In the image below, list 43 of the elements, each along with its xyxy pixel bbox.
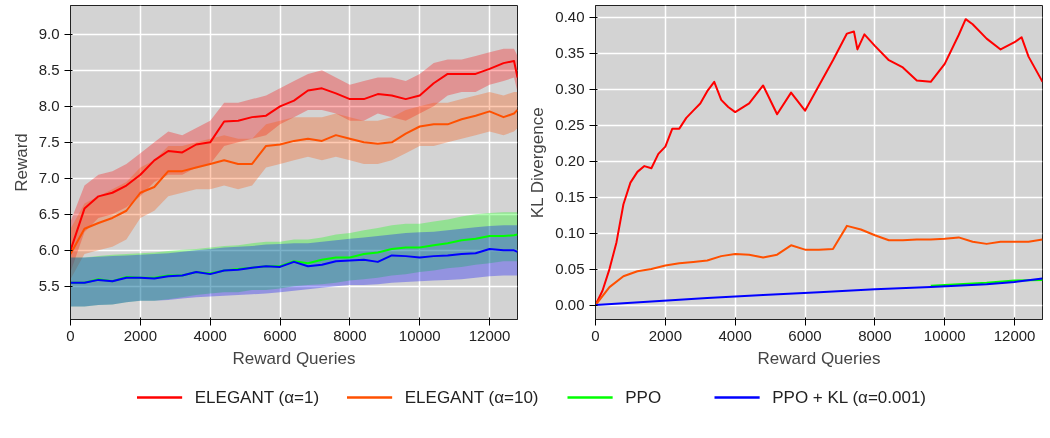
y-tick-label: 0.15 [555, 188, 585, 206]
y-tick-label: 8.5 [38, 61, 60, 79]
x-tick-label: 6000 [788, 326, 822, 344]
y-tick-label: 7.0 [38, 169, 60, 187]
y-axis-title: KL Divergence [528, 107, 548, 219]
y-tick-label: 0.00 [555, 296, 585, 314]
x-axis-title: Reward Queries [757, 348, 881, 368]
x-tick-label: 2000 [648, 326, 683, 344]
line-series [595, 277, 1043, 307]
x-tick-label: 10000 [923, 326, 966, 344]
y-tick-label: 0.05 [555, 260, 585, 278]
x-tick-label: 6000 [263, 326, 297, 344]
legend-label: PPO [625, 388, 662, 407]
y-tick-label: 6.5 [38, 205, 60, 223]
x-tick-label: 8000 [333, 326, 367, 344]
y-tick-label: 8.0 [38, 97, 60, 115]
line-series [70, 247, 518, 284]
line-series [595, 224, 1043, 307]
y-tick-label: 0.25 [555, 116, 585, 134]
y-tick-label: 6.0 [38, 241, 60, 259]
x-axis-title: Reward Queries [232, 348, 356, 368]
legend-label: PPO + KL (α=0.001) [772, 388, 927, 407]
y-tick-label: 0.30 [555, 80, 585, 98]
y-tick-label: 9.0 [38, 25, 60, 43]
x-tick-label: 10000 [398, 326, 441, 344]
x-tick-label: 2000 [123, 326, 158, 344]
x-tick-label: 12000 [993, 326, 1036, 344]
legend-label: ELEGANT (α=1) [194, 388, 320, 407]
x-tick-label: 4000 [718, 326, 752, 344]
y-tick-label: 7.5 [38, 133, 60, 151]
y-tick-label: 0.40 [555, 8, 585, 26]
line-series [70, 108, 518, 255]
x-tick-label: 0 [591, 326, 600, 344]
x-tick-label: 0 [66, 326, 75, 344]
y-tick-label: 0.20 [555, 152, 585, 170]
y-tick-label: 0.10 [555, 224, 585, 242]
legend-label: ELEGANT (α=10) [404, 388, 539, 407]
x-tick-label: 4000 [193, 326, 227, 344]
x-tick-label: 12000 [468, 326, 511, 344]
y-tick-label: 0.35 [555, 44, 585, 62]
x-tick-label: 8000 [858, 326, 892, 344]
y-axis-title: Reward [11, 133, 31, 192]
y-tick-label: 5.5 [38, 277, 60, 295]
